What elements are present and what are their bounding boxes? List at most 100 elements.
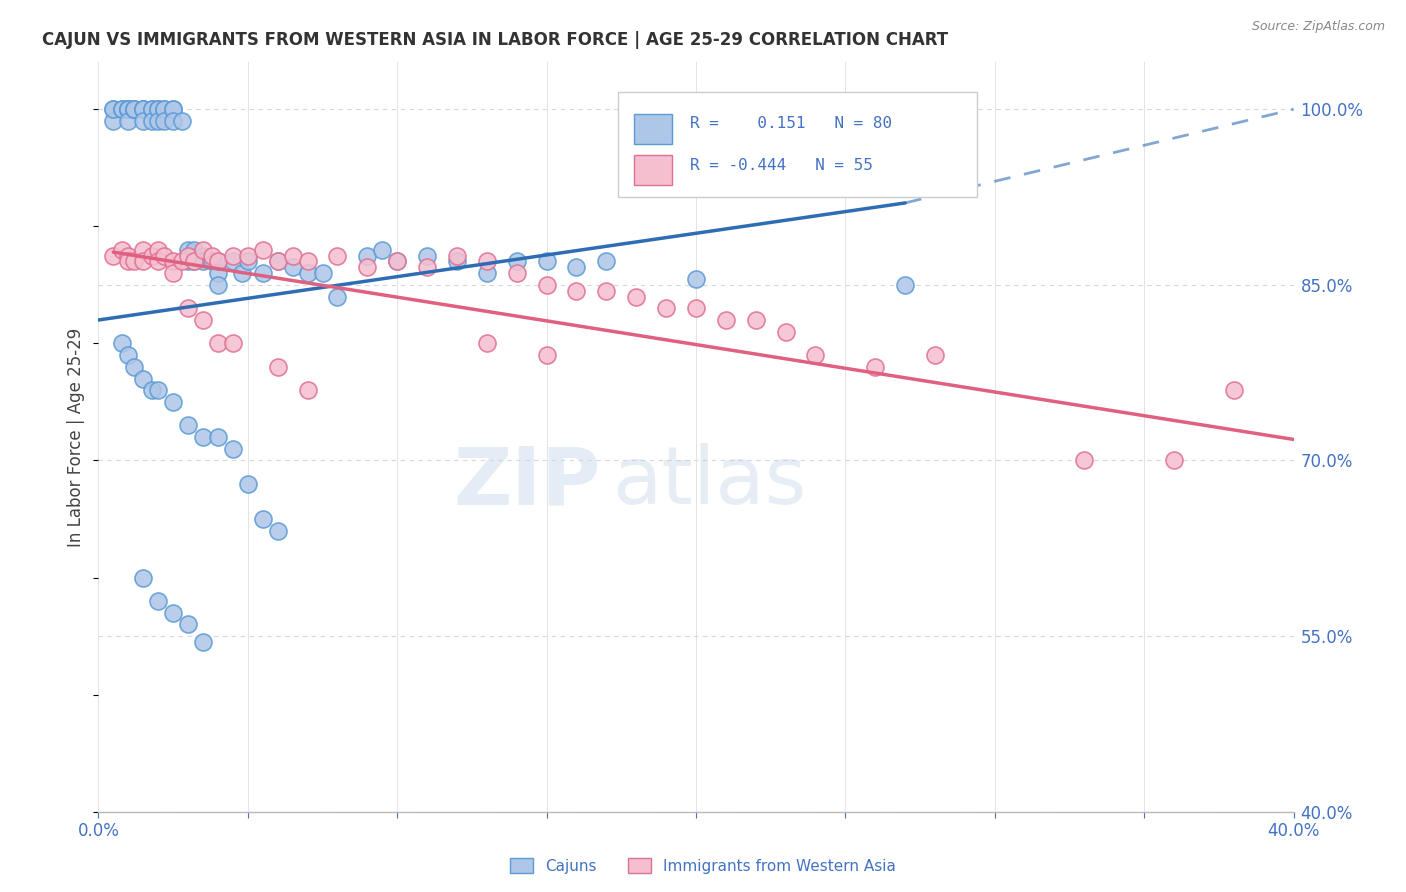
Point [222, 336, 245, 351]
Point [281, 260, 304, 275]
Point [924, 348, 946, 362]
Point [141, 249, 163, 263]
Point [111, 243, 134, 257]
Point [475, 254, 498, 268]
Point [356, 249, 378, 263]
Point [153, 102, 176, 116]
Point [326, 249, 349, 263]
Point [148, 102, 170, 116]
Point [177, 249, 200, 263]
Point [297, 383, 319, 397]
Point [267, 254, 290, 268]
Point [222, 254, 245, 268]
Point [267, 359, 290, 374]
Text: ZIP: ZIP [453, 443, 600, 521]
Point [162, 114, 184, 128]
Point [297, 266, 319, 280]
Point [103, 114, 125, 128]
Point [252, 266, 274, 280]
Point [177, 617, 200, 632]
Point [565, 284, 588, 298]
Point [117, 102, 139, 116]
Point [231, 266, 253, 280]
Text: atlas: atlas [613, 443, 807, 521]
Point [172, 254, 194, 268]
Point [236, 249, 259, 263]
Point [714, 313, 737, 327]
Point [207, 254, 229, 268]
Point [356, 260, 378, 275]
Point [132, 102, 155, 116]
Point [177, 301, 200, 316]
Point [103, 102, 125, 116]
Point [141, 383, 163, 397]
Point [162, 395, 184, 409]
Point [207, 254, 229, 268]
Point [191, 249, 214, 263]
Point [132, 102, 155, 116]
Point [191, 430, 214, 444]
Point [132, 254, 155, 268]
Text: R = -0.444   N = 55: R = -0.444 N = 55 [690, 158, 873, 172]
Point [117, 102, 139, 116]
Point [311, 266, 333, 280]
Point [475, 266, 498, 280]
Point [132, 102, 155, 116]
Point [153, 249, 176, 263]
Point [117, 102, 139, 116]
Point [162, 102, 184, 116]
FancyBboxPatch shape [634, 114, 672, 145]
Point [132, 371, 155, 385]
Point [141, 102, 163, 116]
Point [222, 249, 245, 263]
Point [172, 114, 194, 128]
Point [117, 249, 139, 263]
Point [177, 254, 200, 268]
Point [111, 336, 134, 351]
Point [222, 442, 245, 456]
Point [111, 102, 134, 116]
Point [153, 114, 176, 128]
Point [148, 114, 170, 128]
Point [281, 249, 304, 263]
Point [162, 254, 184, 268]
Point [207, 430, 229, 444]
Point [416, 260, 439, 275]
Point [103, 249, 125, 263]
Point [201, 249, 224, 263]
Point [132, 571, 155, 585]
Text: R =    0.151   N = 80: R = 0.151 N = 80 [690, 116, 893, 131]
Point [153, 102, 176, 116]
Point [894, 277, 917, 292]
Text: CAJUN VS IMMIGRANTS FROM WESTERN ASIA IN LABOR FORCE | AGE 25-29 CORRELATION CHA: CAJUN VS IMMIGRANTS FROM WESTERN ASIA IN… [42, 31, 948, 49]
Point [685, 301, 707, 316]
Point [117, 102, 139, 116]
Point [162, 102, 184, 116]
Point [141, 114, 163, 128]
Point [506, 254, 529, 268]
Point [1073, 453, 1095, 467]
Point [177, 418, 200, 433]
Point [117, 348, 139, 362]
Point [236, 254, 259, 268]
Point [183, 243, 205, 257]
Point [446, 254, 468, 268]
Point [252, 512, 274, 526]
Point [191, 243, 214, 257]
Point [111, 102, 134, 116]
Point [385, 254, 409, 268]
Point [804, 348, 827, 362]
Point [326, 289, 349, 303]
Point [132, 114, 155, 128]
Point [207, 336, 229, 351]
Point [1223, 383, 1246, 397]
Point [506, 266, 529, 280]
Point [236, 476, 259, 491]
Point [148, 594, 170, 608]
Point [148, 254, 170, 268]
Point [191, 254, 214, 268]
Point [745, 313, 768, 327]
FancyBboxPatch shape [634, 155, 672, 186]
Point [536, 348, 558, 362]
Point [267, 524, 290, 538]
